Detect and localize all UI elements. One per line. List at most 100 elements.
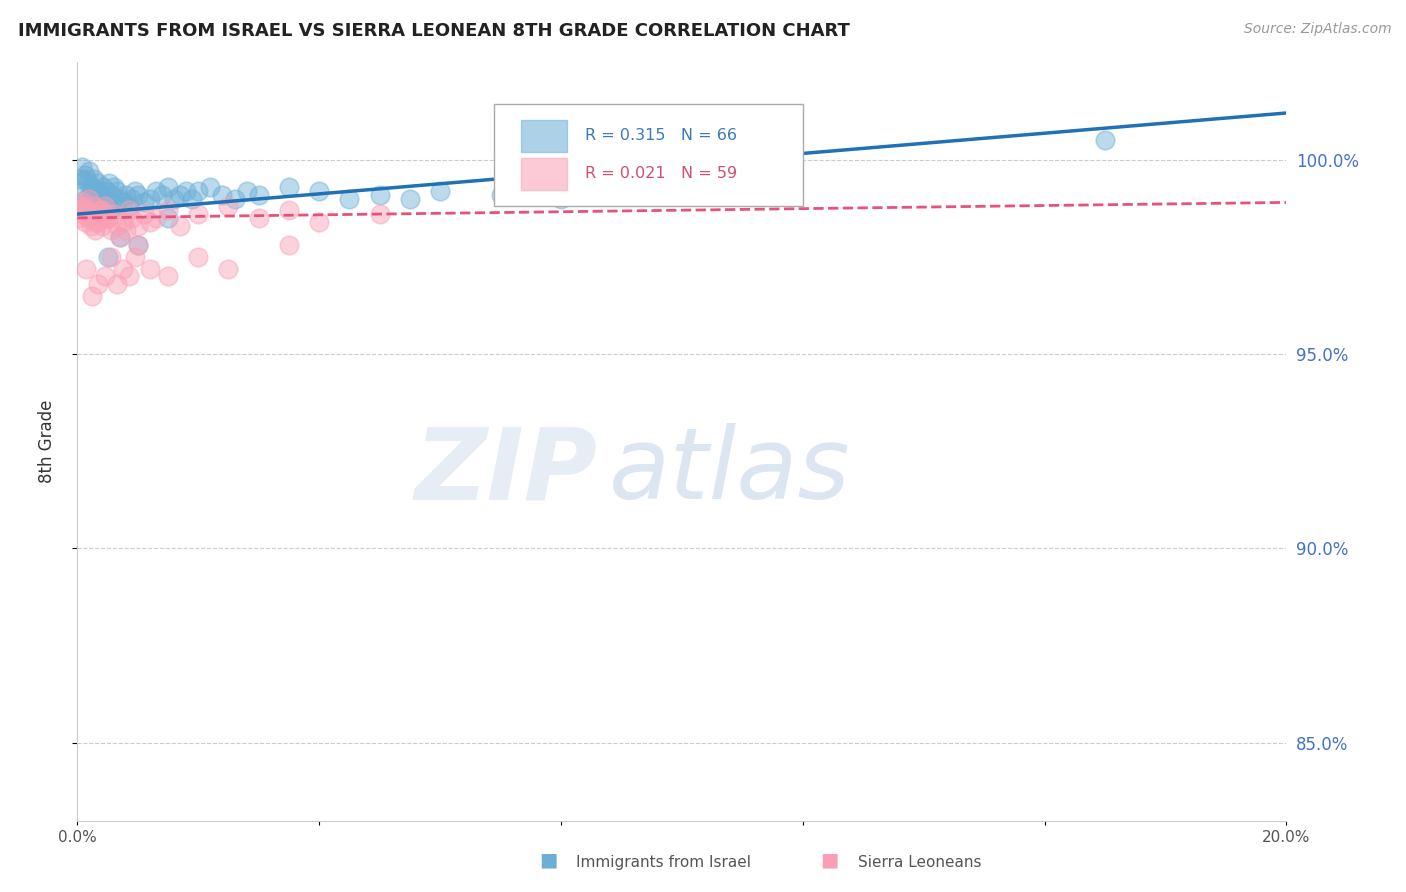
Point <box>87 215 110 229</box>
Point <box>103 179 125 194</box>
Point <box>218 261 240 276</box>
Point <box>550 192 572 206</box>
Point <box>114 222 136 236</box>
Point <box>308 184 330 198</box>
Point <box>77 176 100 190</box>
Point <box>100 250 122 264</box>
Text: IMMIGRANTS FROM ISRAEL VS SIERRA LEONEAN 8TH GRADE CORRELATION CHART: IMMIGRANTS FROM ISRAEL VS SIERRA LEONEAN… <box>18 22 851 40</box>
Point <box>118 203 141 218</box>
Point <box>86 211 108 225</box>
Point <box>97 176 120 190</box>
Point <box>93 199 115 213</box>
Point <box>187 184 209 198</box>
Point <box>84 192 107 206</box>
Point <box>87 184 110 198</box>
Point <box>145 184 167 198</box>
Point <box>139 192 162 206</box>
Point <box>82 179 104 194</box>
Point <box>731 179 754 194</box>
Point <box>83 199 105 213</box>
Point <box>132 195 155 210</box>
Point <box>118 199 141 213</box>
Point <box>127 219 149 233</box>
Point <box>610 184 633 198</box>
Point <box>174 184 197 198</box>
Point <box>89 203 111 218</box>
Point <box>79 219 101 233</box>
Point <box>90 187 112 202</box>
Point <box>96 211 118 225</box>
Point <box>124 250 146 264</box>
Point <box>224 192 246 206</box>
Point <box>79 192 101 206</box>
Point <box>82 207 104 221</box>
Point <box>157 211 180 225</box>
Text: Immigrants from Israel: Immigrants from Israel <box>576 855 751 870</box>
Point <box>70 207 93 221</box>
Point <box>339 192 360 206</box>
Point <box>111 215 134 229</box>
Text: ■: ■ <box>820 851 839 870</box>
Point <box>103 207 125 221</box>
Point <box>108 230 131 244</box>
Point <box>100 222 122 236</box>
Point <box>121 192 143 206</box>
Point <box>91 179 114 194</box>
Point <box>73 168 96 182</box>
Point <box>75 261 97 276</box>
Point <box>150 187 173 202</box>
Text: R = 0.315   N = 66: R = 0.315 N = 66 <box>585 128 737 144</box>
Point <box>72 199 94 213</box>
Text: Sierra Leoneans: Sierra Leoneans <box>858 855 981 870</box>
Point <box>84 215 107 229</box>
Point <box>77 211 100 225</box>
Point <box>278 238 301 252</box>
Point <box>157 179 180 194</box>
Point <box>73 215 96 229</box>
Point <box>79 164 101 178</box>
Point <box>145 211 167 225</box>
Point <box>87 277 110 291</box>
Point <box>69 199 91 213</box>
Point <box>67 211 90 225</box>
Point <box>118 269 141 284</box>
Point <box>79 187 101 202</box>
Point <box>278 203 301 218</box>
Point <box>127 238 149 252</box>
Point <box>75 172 97 186</box>
Point <box>79 207 101 221</box>
Point <box>83 172 105 186</box>
Bar <box>522 158 567 190</box>
Text: R = 0.021   N = 59: R = 0.021 N = 59 <box>585 167 737 181</box>
Point <box>104 199 127 213</box>
Point <box>157 203 180 218</box>
Point <box>169 187 191 202</box>
Point <box>181 192 204 206</box>
Point <box>93 195 115 210</box>
Point <box>132 207 155 221</box>
Point <box>108 230 131 244</box>
Point <box>247 187 270 202</box>
Point <box>671 187 693 202</box>
Point <box>211 187 233 202</box>
Point <box>100 203 122 218</box>
Point <box>101 187 124 202</box>
Point <box>278 179 301 194</box>
Point <box>93 269 115 284</box>
Point <box>489 187 512 202</box>
Text: ZIP: ZIP <box>415 424 598 520</box>
Point <box>105 184 128 198</box>
Point <box>82 192 104 206</box>
Point <box>96 250 118 264</box>
Point <box>75 192 97 206</box>
Point <box>218 199 240 213</box>
Point <box>96 192 118 206</box>
Point <box>121 211 143 225</box>
Point <box>89 199 111 213</box>
Point <box>108 192 131 206</box>
Point <box>200 179 222 194</box>
Point <box>90 219 112 233</box>
Point <box>187 207 209 221</box>
Point <box>105 277 128 291</box>
Point <box>114 187 136 202</box>
